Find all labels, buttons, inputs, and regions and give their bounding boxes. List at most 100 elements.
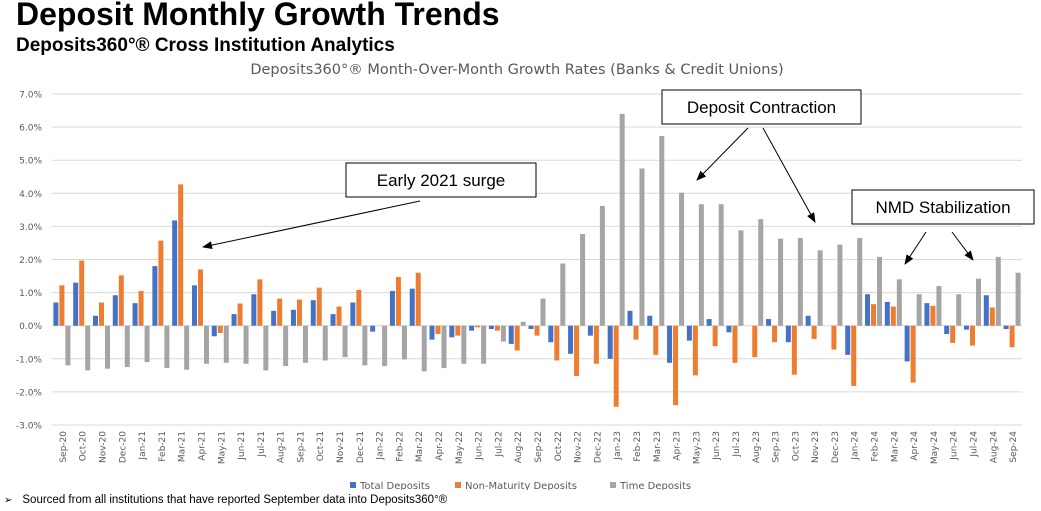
- x-tick-label: Mar-23: [653, 431, 663, 462]
- time-deposits-bar: [896, 279, 902, 326]
- x-tick-label: Oct-23: [791, 431, 801, 461]
- non-maturity-deposits-bar: [79, 260, 85, 326]
- non-maturity-deposits-bar: [395, 277, 401, 326]
- x-tick-label: Mar-21: [178, 431, 188, 462]
- non-maturity-deposits-bar: [296, 299, 302, 326]
- time-deposits-bar: [481, 325, 487, 364]
- total-deposits-bar: [865, 294, 871, 326]
- chart-title: Deposits360°® Month-Over-Month Growth Ra…: [250, 62, 783, 78]
- time-deposits-bar: [283, 325, 289, 367]
- non-maturity-deposits-bar: [59, 285, 65, 326]
- total-deposits-bar: [508, 325, 514, 344]
- non-maturity-deposits-bar: [989, 307, 995, 326]
- x-tick-label: Jul-21: [257, 431, 267, 458]
- total-deposits-bar: [271, 310, 277, 326]
- non-maturity-deposits-bar: [930, 305, 936, 326]
- nmd-stabilization-label: NMD Stabilization: [875, 198, 1010, 217]
- total-deposits-bar: [904, 325, 910, 362]
- non-maturity-deposits-bar: [890, 306, 896, 326]
- time-deposits-bar: [659, 136, 665, 326]
- non-maturity-deposits-bar: [257, 279, 263, 326]
- x-tick-label: Jul-24: [970, 431, 980, 458]
- non-maturity-deposits-bar: [178, 184, 184, 326]
- time-deposits-bar: [203, 325, 209, 364]
- non-maturity-deposits-bar: [633, 325, 639, 340]
- total-deposits-bar: [1003, 325, 1009, 330]
- annotation-arrow: [696, 127, 749, 181]
- non-maturity-deposits-bar: [613, 325, 619, 407]
- time-deposits-bar: [184, 325, 190, 370]
- time-deposits-bar: [362, 325, 368, 366]
- non-maturity-deposits-bar: [277, 298, 283, 326]
- non-maturity-deposits-bar: [831, 325, 837, 350]
- non-maturity-deposits-bar: [653, 325, 659, 355]
- legend-time-deposits-label: Time Deposits: [619, 481, 691, 490]
- x-tick-label: Sep-22: [534, 431, 544, 463]
- total-deposits-bar: [429, 325, 435, 340]
- total-deposits-bar: [350, 302, 356, 326]
- legend-non-maturity-deposits-swatch: [455, 482, 461, 488]
- x-tick-label: Feb-21: [158, 431, 168, 462]
- bullet-arrow-icon: ➢: [4, 495, 13, 506]
- non-maturity-deposits-bar: [494, 325, 500, 331]
- x-tick-label: Jul-22: [494, 431, 504, 458]
- non-maturity-deposits-bar: [871, 304, 877, 326]
- total-deposits-bar: [706, 319, 712, 326]
- non-maturity-deposits-bar: [593, 325, 599, 364]
- total-deposits-bar: [389, 290, 395, 326]
- legend-total-deposits-swatch: [350, 482, 356, 488]
- non-maturity-deposits-bar: [752, 325, 758, 358]
- non-maturity-deposits-bar: [158, 240, 164, 326]
- total-deposits-bar: [627, 310, 633, 326]
- x-tick-label: Feb-22: [395, 431, 405, 462]
- x-tick-label: Jun-24: [950, 431, 960, 461]
- non-maturity-deposits-bar: [712, 325, 718, 347]
- y-tick-label: 5.0%: [19, 157, 42, 167]
- x-tick-label: Sep-21: [296, 431, 306, 463]
- time-deposits-bar: [164, 325, 170, 369]
- time-deposits-bar: [639, 168, 645, 326]
- non-maturity-deposits-bar: [692, 325, 698, 376]
- x-tick-label: Feb-24: [871, 431, 881, 462]
- total-deposits-bar: [449, 325, 455, 338]
- total-deposits-bar: [251, 294, 257, 326]
- time-deposits-bar: [738, 230, 744, 326]
- x-tick-label: Aug-22: [514, 431, 524, 463]
- total-deposits-bar: [53, 302, 59, 326]
- page-subtitle: Deposits360°® Cross Institution Analytic…: [16, 35, 395, 56]
- total-deposits-bar: [488, 325, 494, 330]
- non-maturity-deposits-bar: [455, 325, 461, 336]
- time-deposits-bar: [401, 325, 407, 360]
- total-deposits-bar: [647, 315, 653, 326]
- deposit-contraction-label: Deposit Contraction: [687, 98, 836, 117]
- time-deposits-bar: [995, 256, 1001, 326]
- total-deposits-bar: [785, 325, 791, 343]
- total-deposits-bar: [73, 282, 79, 326]
- time-deposits-bar: [540, 298, 546, 326]
- non-maturity-deposits-bar: [791, 325, 797, 375]
- total-deposits-bar: [845, 325, 851, 355]
- time-deposits-bar: [718, 204, 724, 326]
- total-deposits-bar: [528, 325, 534, 330]
- legend-total-deposits-label: Total Deposits: [359, 481, 430, 490]
- legend-time-deposits-swatch: [610, 482, 616, 488]
- growth-rate-chart: Deposits360°® Month-Over-Month Growth Ra…: [16, 62, 1035, 490]
- time-deposits-bar: [144, 325, 150, 363]
- time-deposits-bar: [679, 192, 685, 326]
- total-deposits-bar: [92, 315, 98, 326]
- x-tick-label: Oct-20: [79, 431, 89, 462]
- time-deposits-bar: [599, 205, 605, 326]
- total-deposits-bar: [686, 325, 692, 341]
- time-deposits-bar: [65, 325, 71, 366]
- x-tick-label: May-24: [930, 431, 940, 464]
- y-tick-label: 6.0%: [19, 124, 42, 134]
- non-maturity-deposits-bar: [772, 325, 778, 343]
- total-deposits-bar: [983, 295, 989, 326]
- non-maturity-deposits-bar: [316, 287, 322, 326]
- time-deposits-bar: [124, 325, 130, 368]
- total-deposits-bar: [409, 288, 415, 326]
- time-deposits-bar: [322, 325, 328, 361]
- x-tick-label: Nov-20: [98, 431, 108, 463]
- x-tick-label: Jul-23: [732, 431, 742, 458]
- x-tick-label: May-21: [217, 431, 227, 464]
